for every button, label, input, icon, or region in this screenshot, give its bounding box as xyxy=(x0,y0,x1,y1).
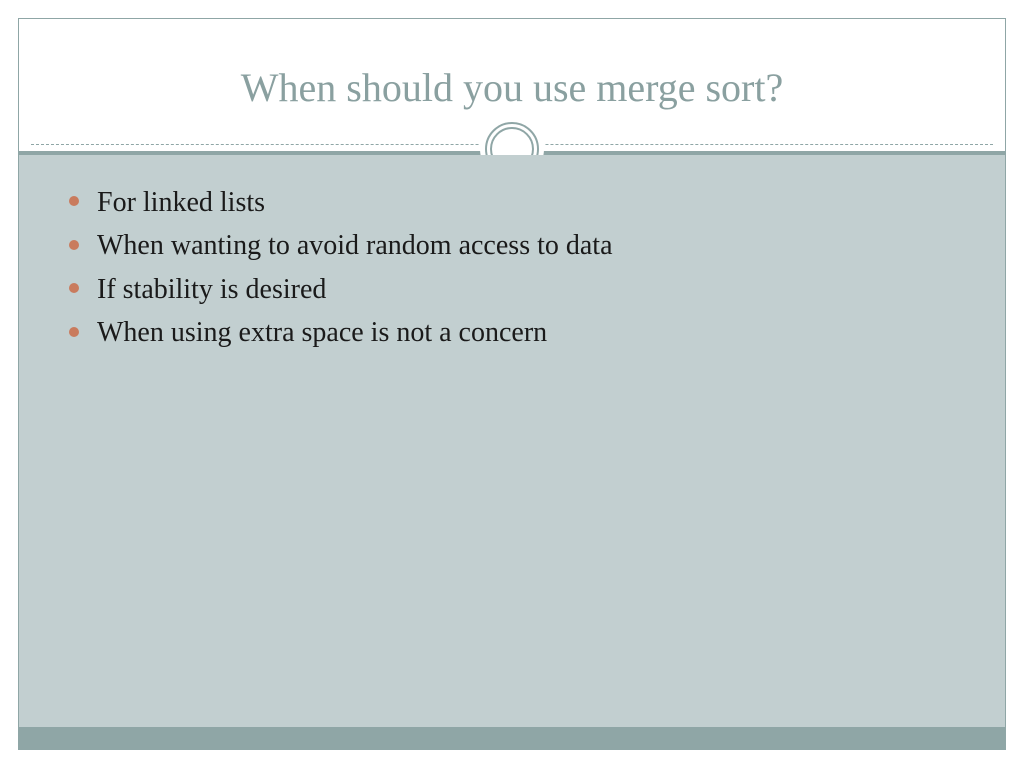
slide-body: For linked lists When wanting to avoid r… xyxy=(19,155,1005,727)
list-item: For linked lists xyxy=(69,181,969,224)
list-item: When wanting to avoid random access to d… xyxy=(69,224,969,267)
slide-title: When should you use merge sort? xyxy=(241,64,783,111)
list-item: When using extra space is not a concern xyxy=(69,311,969,354)
bullet-list: For linked lists When wanting to avoid r… xyxy=(69,181,969,355)
slide-frame: When should you use merge sort? For link… xyxy=(18,18,1006,750)
slide-footer-bar xyxy=(19,727,1005,749)
list-item: If stability is desired xyxy=(69,268,969,311)
